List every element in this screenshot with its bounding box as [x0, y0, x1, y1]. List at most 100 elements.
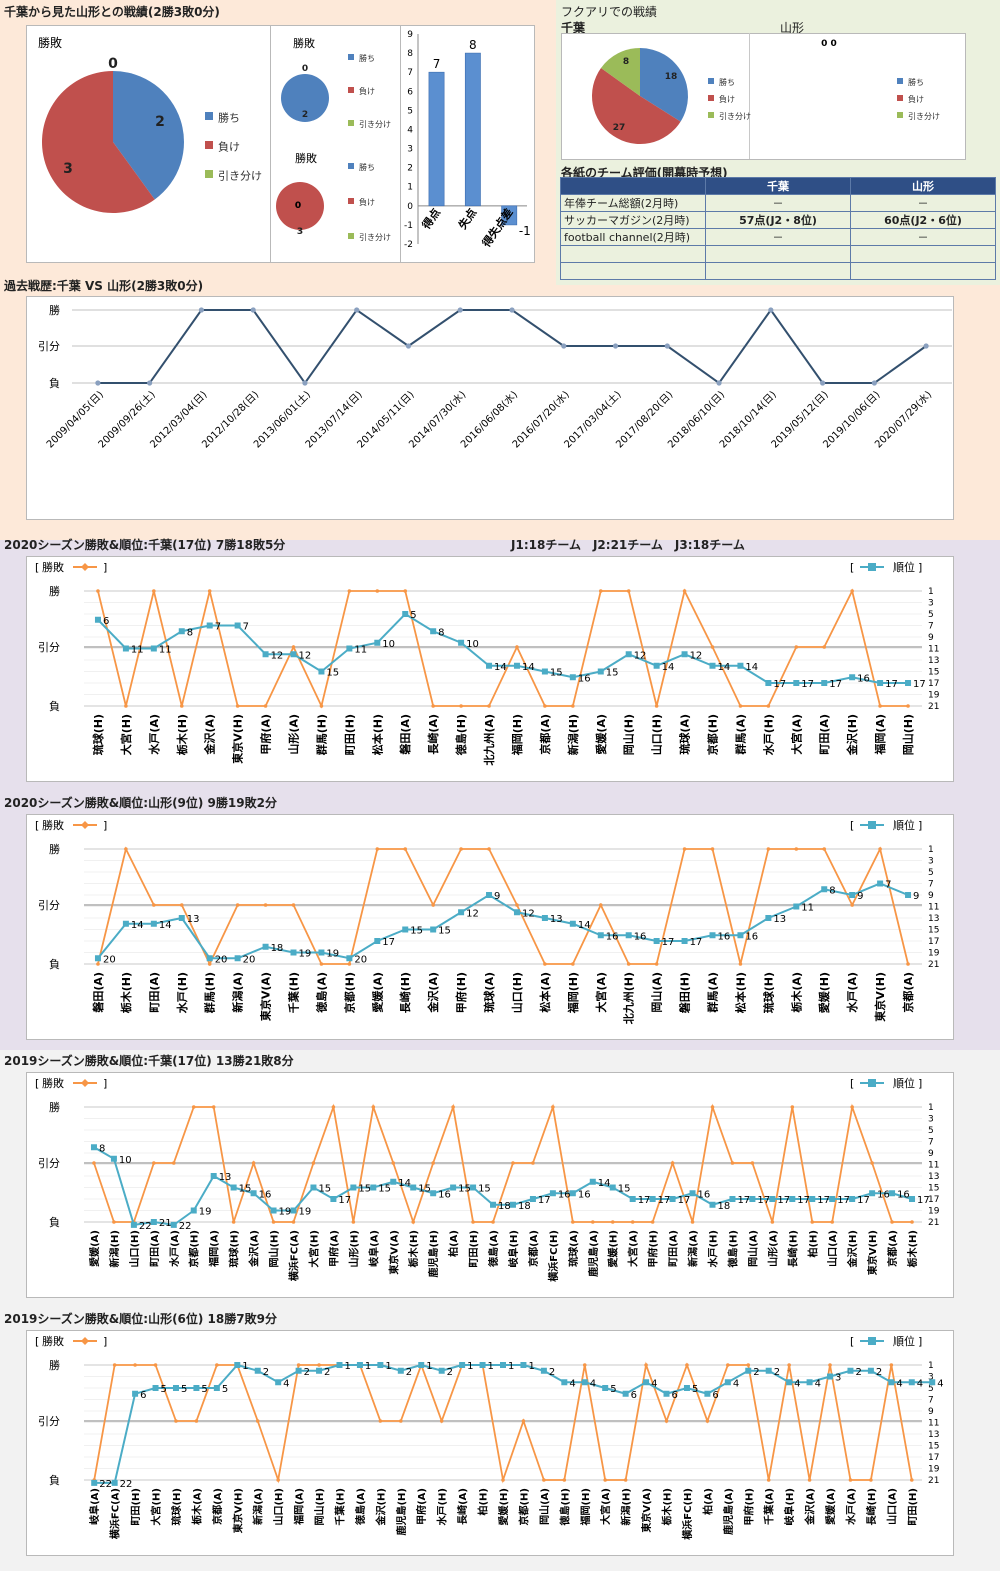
- rank-point: [370, 1184, 377, 1191]
- chart-panel-2019-yamagata: [26, 1330, 954, 1556]
- legend-label: 負け: [359, 86, 375, 96]
- rank-point: [653, 662, 660, 669]
- bar-y-tick: 8: [407, 49, 413, 59]
- season-x-label: 福岡(A): [293, 1488, 306, 1526]
- season-x-label: 愛媛(A): [594, 714, 608, 755]
- legend-rank-marker: [868, 563, 876, 571]
- rank-point: [765, 1367, 772, 1374]
- season-x-label: 長崎(H): [865, 1488, 878, 1526]
- rank-tick: 21: [928, 1218, 939, 1228]
- rank-point: [206, 622, 213, 629]
- pie-value-label: 27: [613, 123, 626, 133]
- season-x-label: 金沢(H): [845, 714, 859, 756]
- results-title: 千葉から見た山形との戦績(2勝3敗0分): [4, 5, 220, 19]
- pie-slice: [640, 48, 688, 122]
- rank-value-label: 15: [438, 926, 451, 937]
- chart-title-2019-chiba: 2019シーズン勝敗&順位:千葉(17位) 13勝21敗8分: [4, 1054, 294, 1068]
- result-point: [870, 1161, 874, 1165]
- result-point: [153, 1363, 158, 1367]
- rank-point: [178, 915, 185, 921]
- rank-value-label: 19: [199, 1207, 212, 1218]
- rank-point: [430, 1190, 437, 1197]
- result-point: [878, 704, 882, 708]
- rank-tick: 7: [928, 622, 934, 632]
- rank-value-label: 18: [518, 1201, 531, 1212]
- result-point: [542, 1478, 546, 1482]
- season-x-label: 山口(H): [510, 972, 524, 1013]
- chart-panel-2019-chiba: [26, 1072, 954, 1298]
- result-point: [610, 1220, 615, 1224]
- season-x-label: 東京V(H): [231, 1488, 244, 1533]
- season-x-label: 大宮(A): [599, 1488, 612, 1525]
- season-x-label: 柏(A): [447, 1230, 460, 1257]
- result-point: [603, 1478, 607, 1482]
- pie-value-label: 3: [63, 161, 73, 177]
- rank-value-label: 17: [817, 1195, 830, 1206]
- fukuari-yamagata-label: 山形: [780, 21, 805, 35]
- rank-value-label: 12: [634, 650, 647, 661]
- rank-point: [513, 662, 520, 669]
- rank-value-label: 19: [299, 1207, 312, 1218]
- result-point: [710, 1105, 715, 1109]
- season-x-label: 柏(H): [806, 1230, 819, 1258]
- rank-tick: 1: [928, 1361, 934, 1371]
- rank-point: [789, 1196, 796, 1202]
- rank-value-label: 14: [745, 662, 758, 673]
- rank-value-label: 17: [658, 1195, 671, 1206]
- rank-point: [234, 1362, 241, 1368]
- rank-point: [234, 622, 241, 629]
- rank-value-label: 17: [801, 679, 814, 690]
- bar-y-tick: 2: [407, 164, 413, 174]
- rank-point: [122, 645, 129, 652]
- rank-value-label: 15: [478, 1184, 491, 1195]
- rank-point: [569, 674, 576, 681]
- season-x-label: 群馬(H): [314, 714, 328, 756]
- season-x-label: 山形(H): [347, 1230, 360, 1268]
- season-x-label: 横浜FC(H): [547, 1230, 560, 1282]
- rank-point: [390, 1178, 397, 1185]
- legend-swatch: [897, 112, 903, 118]
- season-x-label: 町田(H): [130, 1488, 142, 1526]
- season-x-label: 山口(H): [128, 1230, 141, 1268]
- rank-point: [681, 938, 688, 944]
- rank-value-label: 15: [378, 1184, 391, 1195]
- season-x-label: 栃木(H): [407, 1230, 420, 1268]
- rank-value-label: 2: [447, 1367, 453, 1378]
- table-row-label: football channel(2月時): [560, 228, 706, 246]
- rank-value-label: 17: [917, 1195, 930, 1206]
- rank-point: [479, 1362, 486, 1368]
- rank-value-label: 4: [590, 1378, 596, 1389]
- result-point: [351, 1220, 356, 1224]
- rank-value-label: 5: [181, 1384, 187, 1395]
- season-x-label: 柏(A): [701, 1488, 714, 1515]
- legend-label: 引き分け: [719, 112, 751, 121]
- season-x-label: 岡山(H): [313, 1488, 326, 1526]
- bar-y-tick: 3: [407, 145, 413, 155]
- rank-point: [849, 674, 856, 681]
- rank-value-label: 4: [733, 1378, 739, 1389]
- rank-point: [150, 1219, 157, 1225]
- rank-value-label: 20: [215, 954, 228, 965]
- result-point: [562, 1478, 567, 1482]
- rank-point: [318, 949, 325, 956]
- fukuari-title: フクアリでの戦績: [561, 5, 658, 19]
- rank-value-label: 18: [498, 1201, 511, 1212]
- rank-tick: 13: [928, 656, 939, 666]
- season-x-label: 徳島(H): [558, 1488, 571, 1527]
- rank-value-label: 16: [897, 1189, 910, 1200]
- legend-swatch: [897, 78, 903, 84]
- rank-point: [94, 955, 101, 962]
- rank-tick: 11: [928, 1419, 939, 1429]
- season-x-label: 山口(H): [272, 1488, 285, 1526]
- rank-point: [561, 1379, 568, 1386]
- rank-point: [290, 651, 297, 658]
- pie-title: 勝敗: [293, 36, 315, 50]
- legend-rank-label: 順位: [893, 1334, 915, 1348]
- season-x-label: 琉球(A): [678, 714, 692, 755]
- rank-point: [622, 1390, 629, 1397]
- rank-point: [90, 1144, 97, 1151]
- rank-value-label: 17: [857, 1195, 870, 1206]
- rank-point: [541, 915, 548, 921]
- result-point: [906, 962, 910, 966]
- result-point: [650, 1220, 655, 1224]
